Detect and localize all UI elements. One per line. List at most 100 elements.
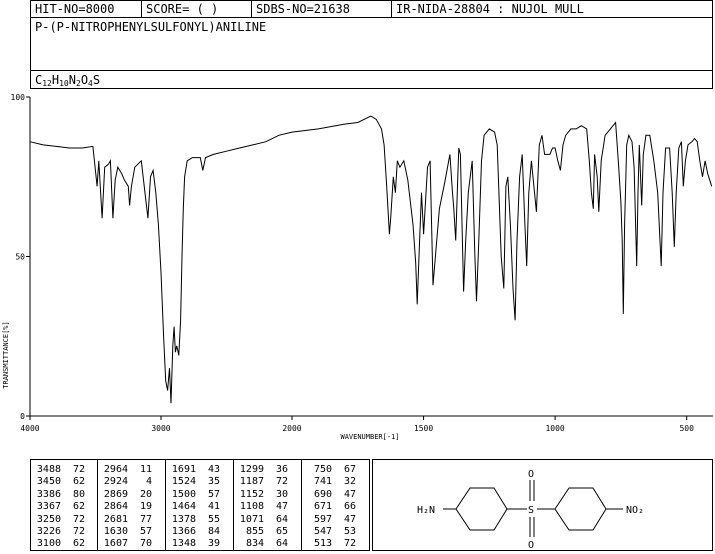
x-tick-label: 3000 bbox=[151, 424, 170, 433]
peak-transmittance: 32 bbox=[343, 476, 356, 488]
peak-transmittance: 62 bbox=[72, 476, 85, 488]
peak-transmittance: 72 bbox=[72, 525, 85, 537]
peak-transmittance: 19 bbox=[139, 501, 152, 513]
peak-row: 3367 62 bbox=[31, 501, 97, 513]
peak-transmittance: 39 bbox=[207, 538, 220, 550]
oxygen-bottom: O bbox=[528, 540, 534, 550]
peak-wavenumber: 855 bbox=[245, 525, 264, 537]
peak-transmittance: 84 bbox=[207, 525, 220, 537]
peak-row: 671 66 bbox=[302, 501, 371, 513]
peak-wavenumber: 834 bbox=[245, 538, 264, 550]
x-tick-label: 1000 bbox=[545, 424, 564, 433]
peak-transmittance: 35 bbox=[207, 476, 220, 488]
spectrum-line bbox=[29, 115, 713, 404]
peak-wavenumber: 1187 bbox=[239, 476, 264, 488]
peak-wavenumber: 2964 bbox=[103, 464, 128, 475]
peak-row: 2864 19 bbox=[98, 501, 165, 513]
peak-row: 1299 36 bbox=[234, 464, 301, 476]
peak-transmittance: 62 bbox=[72, 538, 85, 550]
peak-wavenumber: 2864 bbox=[103, 501, 128, 513]
nitro-group: NO₂ bbox=[626, 505, 644, 516]
peak-row: 2924 4 bbox=[98, 476, 165, 488]
x-tick-label: 2000 bbox=[282, 424, 301, 433]
peak-transmittance: 11 bbox=[139, 464, 152, 475]
peak-row: 1108 47 bbox=[234, 501, 301, 513]
peak-wavenumber: 513 bbox=[313, 538, 332, 550]
peak-transmittance: 72 bbox=[343, 538, 356, 550]
molecular-formula: C12H10N2O4S bbox=[35, 73, 101, 88]
peak-wavenumber: 1348 bbox=[171, 538, 196, 550]
peak-transmittance: 53 bbox=[343, 525, 356, 537]
peak-wavenumber: 1378 bbox=[171, 513, 196, 525]
structure-diagram: H₂N NO₂ S O O bbox=[417, 469, 644, 551]
peak-column: 750 67 741 32 690 47 671 66 597 47 547 53 513 72 bbox=[302, 460, 371, 550]
peak-wavenumber: 750 bbox=[313, 464, 332, 475]
peak-row: 3386 80 bbox=[31, 489, 97, 501]
peak-wavenumber: 1691 bbox=[171, 464, 196, 475]
y-tick-label: 100 bbox=[11, 93, 26, 102]
peak-transmittance: 30 bbox=[275, 488, 288, 500]
y-axis-label: TRANSMITTANCE[%] bbox=[2, 321, 10, 388]
peak-row: 1348 39 bbox=[166, 538, 233, 550]
peak-transmittance: 55 bbox=[207, 513, 220, 525]
peak-wavenumber: 3100 bbox=[36, 538, 61, 550]
peak-row: 834 64 bbox=[234, 538, 301, 550]
peak-transmittance: 43 bbox=[207, 464, 220, 475]
peak-row: 1152 30 bbox=[234, 489, 301, 501]
peak-row: 750 67 bbox=[302, 464, 371, 476]
y-tick-label: 50 bbox=[15, 253, 25, 262]
peak-wavenumber: 1464 bbox=[171, 501, 196, 513]
peak-column: 1691 43 1524 35 1500 57 1464 41 1378 55 1366 84 1348… bbox=[166, 460, 234, 550]
peak-wavenumber: 741 bbox=[313, 476, 332, 488]
peak-wavenumber: 1108 bbox=[239, 501, 264, 513]
peak-wavenumber: 2869 bbox=[103, 488, 128, 500]
peak-row: 1378 55 bbox=[166, 514, 233, 526]
compound-name: P-(P-NITROPHENYLSULFONYL)ANILINE bbox=[35, 20, 267, 34]
peak-row: 1464 41 bbox=[166, 501, 233, 513]
peak-row: 1691 43 bbox=[166, 464, 233, 476]
peak-row: 1630 57 bbox=[98, 526, 165, 538]
x-axis-label: WAVENUMBER[-1] bbox=[340, 433, 399, 441]
peak-wavenumber: 2924 bbox=[103, 476, 128, 488]
peak-transmittance: 47 bbox=[343, 513, 356, 525]
peak-wavenumber: 1299 bbox=[239, 464, 264, 475]
peak-row: 1524 35 bbox=[166, 476, 233, 488]
chart-axes bbox=[29, 97, 713, 417]
peak-row: 1366 84 bbox=[166, 526, 233, 538]
amino-group: H₂N bbox=[417, 505, 435, 516]
peak-row: 1071 64 bbox=[234, 514, 301, 526]
peak-transmittance: 47 bbox=[275, 501, 288, 513]
peak-wavenumber: 597 bbox=[313, 513, 332, 525]
peak-wavenumber: 1152 bbox=[239, 488, 264, 500]
peak-wavenumber: 1630 bbox=[103, 525, 128, 537]
peak-column: 3488 72 3450 62 3386 80 3367 62 3250 72 3226 72 3100… bbox=[31, 460, 98, 550]
peak-wavenumber: 3488 bbox=[36, 464, 61, 475]
ir-info: IR-NIDA-28804 : NUJOL MULL bbox=[396, 2, 584, 16]
peak-transmittance: 70 bbox=[139, 538, 152, 550]
peak-transmittance: 4 bbox=[145, 476, 152, 488]
peak-wavenumber: 3386 bbox=[36, 488, 61, 500]
peak-wavenumber: 1607 bbox=[103, 538, 128, 550]
peak-row: 690 47 bbox=[302, 489, 371, 501]
peak-row: 3226 72 bbox=[31, 526, 97, 538]
peak-row: 2869 20 bbox=[98, 489, 165, 501]
peak-table: 3488 72 3450 62 3386 80 3367 62 3250 72 3226 72 3100… bbox=[30, 459, 370, 551]
peak-wavenumber: 1071 bbox=[239, 513, 264, 525]
peak-row: 3250 72 bbox=[31, 514, 97, 526]
peak-transmittance: 57 bbox=[139, 525, 152, 537]
x-tick-label: 4000 bbox=[20, 424, 39, 433]
peak-transmittance: 77 bbox=[139, 513, 152, 525]
spectrum-header: HIT-NO=8000 SCORE= ( ) SDBS-NO=21638 IR-… bbox=[30, 0, 713, 89]
peak-wavenumber: 3250 bbox=[36, 513, 61, 525]
header-row: HIT-NO=8000 SCORE= ( ) SDBS-NO=21638 IR-… bbox=[31, 1, 712, 18]
peak-row: 2964 11 bbox=[98, 464, 165, 476]
peak-row: 547 53 bbox=[302, 526, 371, 538]
sulfur-atom: S bbox=[528, 505, 534, 516]
axis-frame bbox=[29, 97, 713, 417]
peak-transmittance: 72 bbox=[72, 513, 85, 525]
x-tick-label: 500 bbox=[679, 424, 694, 433]
peak-wavenumber: 3450 bbox=[36, 476, 61, 488]
benzene-ring-left bbox=[455, 487, 508, 531]
peak-transmittance: 64 bbox=[275, 513, 288, 525]
